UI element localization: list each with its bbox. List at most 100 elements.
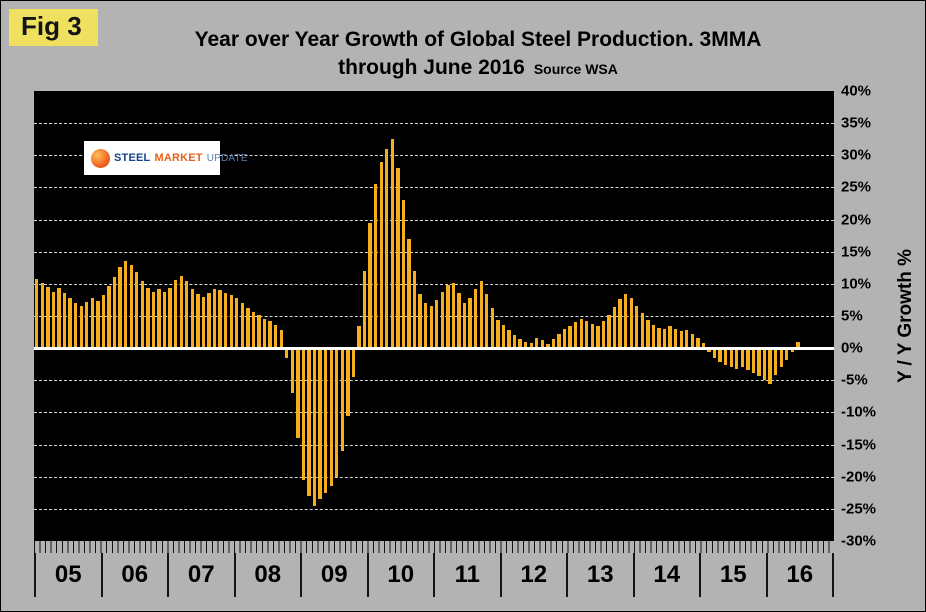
- bar: [607, 314, 611, 349]
- plot-area: STEEL MARKET UPDATE: [34, 91, 834, 541]
- bar: [218, 290, 222, 349]
- x-axis-year-labels: 05 06 07 08 09 10 11 12 13 14 15 16: [34, 553, 834, 597]
- bar: [390, 139, 395, 349]
- bar: [373, 184, 378, 349]
- x-axis-year-label: 05: [34, 553, 101, 597]
- bar: [368, 222, 372, 349]
- bar: [435, 299, 439, 349]
- logo-word-steel: STEEL: [114, 152, 151, 164]
- y-axis-tick-label: 30%: [841, 146, 872, 164]
- bar: [679, 331, 683, 349]
- y-axis-title: Y / Y Growth %: [885, 91, 925, 541]
- gridline: [34, 380, 834, 382]
- bar: [551, 339, 556, 349]
- x-axis-year-label: 14: [632, 553, 700, 597]
- bar: [451, 282, 456, 349]
- y-axis-tick-label: 10%: [841, 275, 872, 293]
- x-axis-year-label: 12: [499, 553, 567, 597]
- chart-title-line2: through June 2016 Source WSA: [111, 54, 845, 81]
- y-axis-tick-label: 35%: [841, 114, 872, 132]
- bar: [601, 321, 606, 349]
- bar: [385, 148, 389, 349]
- bar: [396, 168, 400, 349]
- bar: [535, 337, 539, 349]
- bar: [290, 348, 295, 394]
- y-axis: 40% 35% 30% 25% 20% 15% 10% 5% 0% -5% -10% -15% -20%…: [838, 83, 890, 550]
- bar: [579, 318, 583, 349]
- bar: [340, 348, 345, 451]
- bar: [212, 289, 217, 349]
- bar: [173, 280, 178, 349]
- bar: [135, 272, 139, 349]
- bar: [785, 348, 789, 360]
- bar: [501, 325, 506, 349]
- bar: [773, 348, 778, 376]
- bar: [140, 281, 145, 349]
- bar: [279, 330, 283, 349]
- bar: [718, 348, 722, 363]
- bar: [85, 301, 89, 349]
- bar: [596, 326, 600, 349]
- bar: [123, 260, 128, 349]
- bar: [573, 322, 578, 349]
- bar: [262, 318, 267, 349]
- bar: [629, 298, 633, 349]
- bar: [190, 289, 195, 349]
- chart-title: Year over Year Growth of Global Steel Pr…: [111, 25, 845, 82]
- bar: [796, 341, 800, 349]
- bar: [101, 295, 106, 349]
- bar: [179, 276, 183, 349]
- bar: [90, 298, 95, 349]
- logo-word-update: UPDATE: [206, 152, 248, 164]
- bar: [46, 287, 50, 349]
- bar: [362, 271, 367, 349]
- gridline: [34, 123, 834, 125]
- y-axis-tick-label: -5%: [841, 371, 868, 389]
- bar: [723, 348, 728, 365]
- chart-source: Source WSA: [533, 61, 618, 78]
- bar: [690, 334, 695, 349]
- bar: [685, 330, 689, 349]
- bar: [112, 277, 117, 349]
- bar: [329, 348, 333, 487]
- bar: [618, 299, 622, 349]
- bar: [207, 292, 211, 349]
- x-axis-year-label: 11: [433, 553, 500, 597]
- bar: [235, 298, 239, 349]
- x-axis-year-label: 08: [233, 553, 301, 597]
- bar: [585, 321, 589, 349]
- y-axis-tick-label: 15%: [841, 243, 872, 261]
- bar: [462, 303, 467, 349]
- bar: [40, 282, 45, 349]
- gridline: [34, 283, 834, 285]
- bar: [751, 348, 756, 373]
- x-axis-year-label: 15: [699, 553, 766, 597]
- y-axis-tick-label: 40%: [841, 82, 872, 100]
- bar: [57, 287, 61, 349]
- bar: [196, 294, 200, 349]
- bar: [429, 306, 433, 349]
- bar: [240, 303, 245, 349]
- bar: [296, 348, 300, 439]
- bar: [307, 348, 311, 496]
- bar: [712, 348, 717, 359]
- gridline: [34, 412, 834, 414]
- bar: [440, 291, 445, 349]
- bar: [351, 348, 356, 378]
- y-axis-tick-label: -25%: [841, 500, 877, 518]
- bar: [468, 298, 472, 349]
- y-axis-tick-label: -30%: [841, 532, 877, 550]
- x-axis-month-ticks: [34, 541, 834, 553]
- bar: [746, 348, 750, 370]
- x-axis-year-label: 07: [167, 553, 234, 597]
- bar: [640, 313, 645, 349]
- bar: [273, 325, 278, 349]
- zero-gridline: [34, 347, 834, 351]
- bar: [35, 278, 39, 349]
- y-axis-tick-label: -20%: [841, 468, 877, 486]
- bar: [401, 200, 406, 349]
- bar: [107, 286, 111, 349]
- bar: [673, 328, 678, 349]
- x-axis-year-label: 09: [300, 553, 367, 597]
- bar: [357, 325, 361, 349]
